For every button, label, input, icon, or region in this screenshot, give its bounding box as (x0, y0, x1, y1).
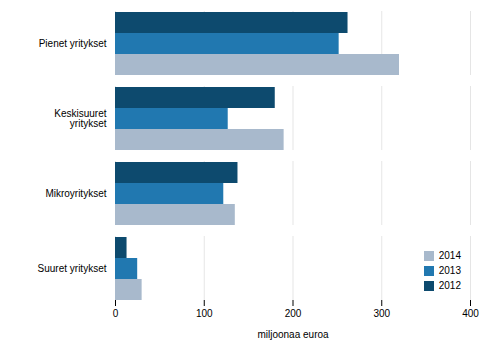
svg-text:400: 400 (462, 308, 479, 319)
svg-text:Mikroyritykset: Mikroyritykset (45, 188, 106, 199)
svg-text:0: 0 (113, 308, 119, 319)
svg-text:300: 300 (373, 308, 390, 319)
svg-text:200: 200 (285, 308, 302, 319)
svg-text:Keskisuuretyritykset: Keskisuuretyritykset (54, 108, 106, 129)
svg-text:Suuret yritykset: Suuret yritykset (38, 263, 107, 274)
svg-text:Pienet yritykset: Pienet yritykset (39, 38, 107, 49)
svg-text:miljoonaa euroa: miljoonaa euroa (257, 329, 329, 340)
html-text:2012: 2012 (438, 280, 461, 291)
svg-text:100: 100 (196, 308, 213, 319)
html-text:2014: 2014 (438, 250, 461, 261)
html-text:2013: 2013 (438, 265, 461, 276)
